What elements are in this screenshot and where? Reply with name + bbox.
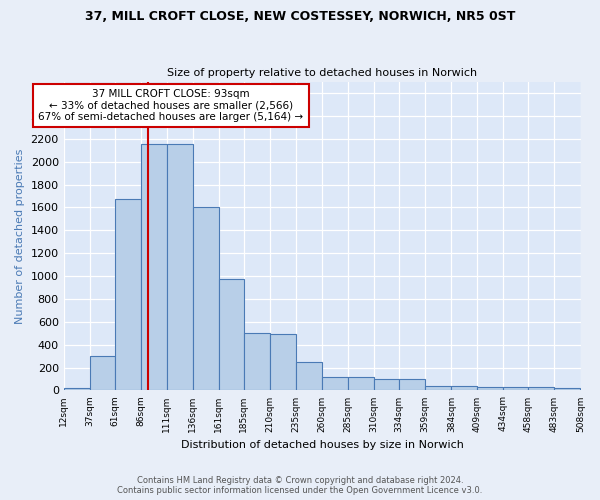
Bar bbox=[529, 387, 554, 390]
Bar bbox=[503, 387, 529, 390]
Title: Size of property relative to detached houses in Norwich: Size of property relative to detached ho… bbox=[167, 68, 477, 78]
Bar bbox=[219, 279, 244, 390]
Y-axis label: Number of detached properties: Number of detached properties bbox=[15, 148, 25, 324]
Bar bbox=[64, 388, 90, 390]
Bar bbox=[425, 386, 451, 390]
Text: 37 MILL CROFT CLOSE: 93sqm
← 33% of detached houses are smaller (2,566)
67% of s: 37 MILL CROFT CLOSE: 93sqm ← 33% of deta… bbox=[38, 89, 304, 122]
Bar bbox=[141, 144, 167, 390]
Bar bbox=[244, 333, 270, 390]
Bar bbox=[296, 362, 322, 390]
Bar bbox=[270, 334, 296, 390]
Bar bbox=[374, 379, 399, 390]
Bar bbox=[167, 144, 193, 390]
Bar bbox=[399, 379, 425, 390]
Bar bbox=[451, 386, 478, 390]
Bar bbox=[193, 208, 219, 390]
Bar bbox=[322, 376, 348, 390]
Bar bbox=[90, 356, 115, 390]
Text: Contains HM Land Registry data © Crown copyright and database right 2024.
Contai: Contains HM Land Registry data © Crown c… bbox=[118, 476, 482, 495]
Bar bbox=[348, 376, 374, 390]
Text: 37, MILL CROFT CLOSE, NEW COSTESSEY, NORWICH, NR5 0ST: 37, MILL CROFT CLOSE, NEW COSTESSEY, NOR… bbox=[85, 10, 515, 23]
Bar bbox=[115, 200, 141, 390]
X-axis label: Distribution of detached houses by size in Norwich: Distribution of detached houses by size … bbox=[181, 440, 464, 450]
Bar bbox=[478, 387, 503, 390]
Bar bbox=[554, 388, 580, 390]
